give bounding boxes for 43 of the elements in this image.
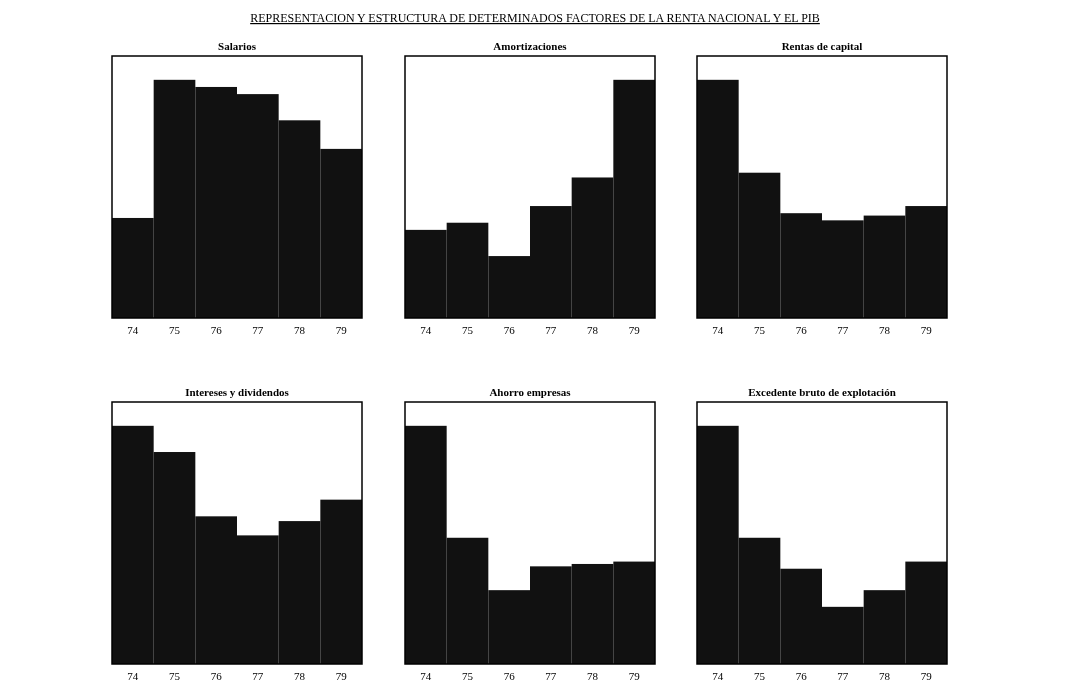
x-tick-label: 75: [754, 670, 766, 682]
x-tick-label: 76: [503, 324, 516, 336]
x-tick-label: 78: [294, 670, 306, 682]
x-tick-label: 77: [252, 670, 264, 682]
x-tick-label: 76: [503, 670, 516, 682]
x-tick-label: 76: [795, 670, 808, 682]
x-tick-label: 77: [837, 324, 849, 336]
x-tick-label: 79: [335, 324, 348, 336]
x-tick-label: 76: [795, 324, 808, 336]
x-tick-label: 77: [837, 670, 849, 682]
x-tick-label: 74: [127, 324, 139, 336]
x-tick-label: 79: [920, 670, 933, 682]
x-tick-label: 78: [294, 324, 306, 336]
x-tick-label: 74: [712, 670, 724, 682]
chart-title: Amortizaciones: [493, 40, 568, 52]
x-tick-label: 78: [587, 324, 599, 336]
x-tick-label: 79: [920, 324, 933, 336]
chart-title: Salarios: [218, 40, 257, 52]
x-tick-label: 78: [879, 670, 891, 682]
chart-title: Ahorro empresas: [489, 386, 572, 398]
x-tick-label: 76: [210, 670, 223, 682]
x-tick-label: 78: [879, 324, 891, 336]
x-tick-label: 79: [628, 670, 641, 682]
chart-title: Intereses y dividendos: [185, 386, 290, 398]
x-tick-label: 74: [420, 670, 432, 682]
x-tick-label: 76: [210, 324, 223, 336]
x-tick-label: 74: [712, 324, 724, 336]
x-tick-label: 78: [587, 670, 599, 682]
x-tick-label: 75: [754, 324, 766, 336]
x-tick-label: 74: [127, 670, 139, 682]
x-tick-label: 77: [545, 670, 557, 682]
chart-title: Rentas de capital: [781, 40, 863, 52]
x-tick-label: 79: [335, 670, 348, 682]
x-tick-label: 75: [462, 670, 474, 682]
x-tick-label: 75: [169, 670, 181, 682]
x-tick-label: 75: [169, 324, 181, 336]
x-tick-label: 74: [420, 324, 432, 336]
chart-title: Excedente bruto de explotación: [748, 386, 896, 398]
x-tick-label: 77: [252, 324, 264, 336]
text: REPRESENTACION Y ESTRUCTURA DE DETERMINADOS FACTORES DE LA RENTA NACIONAL Y EL PIB: [250, 11, 820, 25]
x-tick-label: 75: [462, 324, 474, 336]
x-tick-label: 79: [628, 324, 641, 336]
x-tick-label: 77: [545, 324, 557, 336]
